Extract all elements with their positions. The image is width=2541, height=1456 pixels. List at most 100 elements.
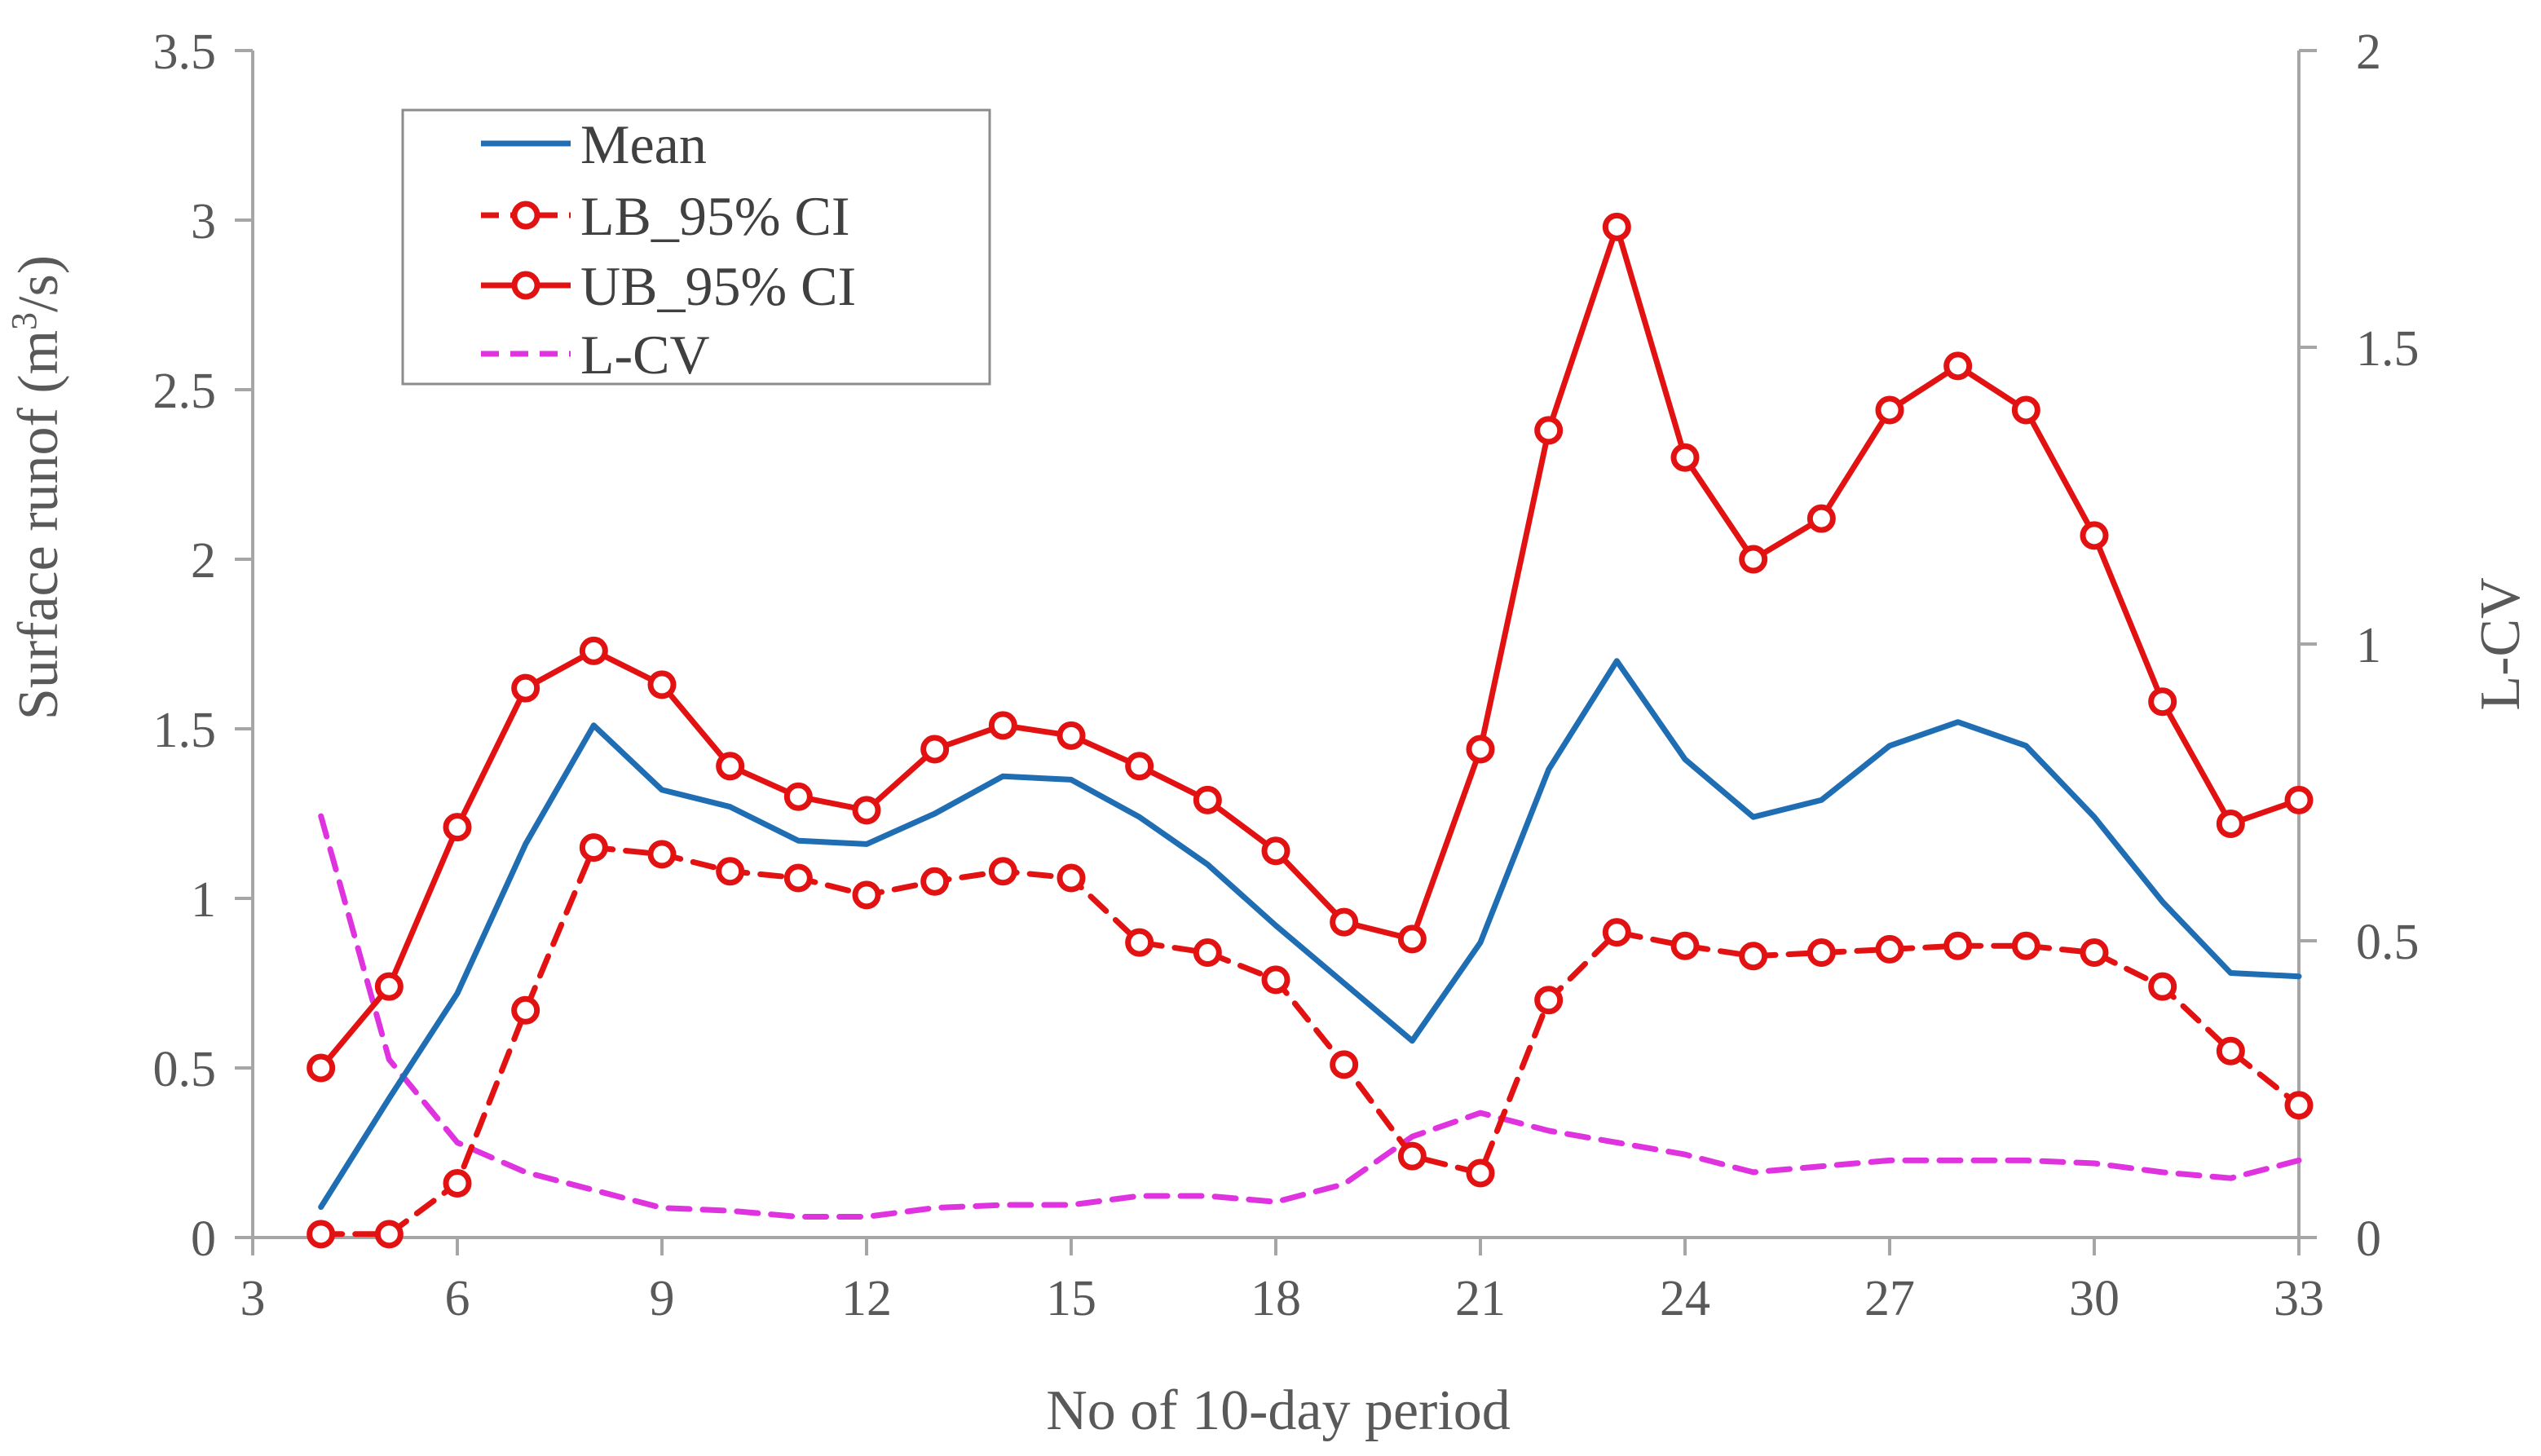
- data-point: [2216, 809, 2245, 838]
- x-tick-label: 27: [1864, 1271, 1915, 1326]
- x-tick-label: 30: [2069, 1271, 2120, 1326]
- data-point: [920, 867, 950, 896]
- data-point: [2011, 395, 2040, 425]
- data-point: [2080, 521, 2109, 550]
- y-left-tick-label: 2: [191, 533, 216, 589]
- data-point: [307, 1220, 336, 1249]
- x-tick-label: 3: [240, 1271, 266, 1326]
- data-point: [2080, 938, 2109, 968]
- data-point: [1193, 785, 1222, 814]
- y-left-tick-label: 0: [191, 1211, 216, 1267]
- legend-label: LB_95% CI: [580, 185, 850, 247]
- data-point: [716, 752, 745, 781]
- x-tick-label: 33: [2274, 1271, 2324, 1326]
- data-point: [1943, 931, 1973, 960]
- series-l-cv: [318, 813, 2302, 1220]
- data-point: [1602, 918, 1631, 947]
- data-point: [647, 840, 677, 869]
- data-point: [1057, 863, 1086, 893]
- series-mean: [318, 658, 2302, 1211]
- legend-swatch-marker: [511, 271, 540, 300]
- x-tick-label: 12: [841, 1271, 892, 1326]
- x-tick-label: 21: [1455, 1271, 1506, 1326]
- series-ub-95-ci: [307, 212, 2314, 1083]
- x-tick-label: 6: [445, 1271, 470, 1326]
- data-point: [1193, 938, 1222, 968]
- series-lb-95-ci: [307, 833, 2314, 1249]
- x-tick-label: 24: [1660, 1271, 1710, 1326]
- data-point: [1943, 351, 1973, 381]
- y-right-tick-label: 0: [2356, 1211, 2381, 1267]
- legend-label: Mean: [580, 113, 707, 175]
- data-point: [1466, 735, 1495, 764]
- data-point: [920, 735, 950, 764]
- data-point: [1534, 416, 1564, 445]
- axes: 3 6 9 12 15 18 21 24 27 30 3300.511.522.533.500.51…: [153, 24, 2420, 1326]
- x-tick-label: 18: [1251, 1271, 1301, 1326]
- data-point: [374, 1220, 404, 1249]
- data-point: [1739, 545, 1768, 574]
- data-point: [988, 711, 1017, 740]
- data-point: [1739, 942, 1768, 971]
- data-point: [1534, 986, 1564, 1015]
- data-point: [443, 813, 472, 842]
- data-point: [1875, 395, 1904, 425]
- x-axis-title: No of 10-day period: [1046, 1379, 1511, 1442]
- y-right-tick-label: 2: [2356, 24, 2381, 80]
- data-point: [1330, 907, 1359, 937]
- data-point: [852, 880, 881, 910]
- data-point: [2011, 931, 2040, 960]
- data-point: [579, 833, 608, 863]
- data-point: [1602, 212, 1631, 241]
- y-right-tick-label: 1: [2356, 618, 2381, 673]
- legend-box: [401, 108, 991, 386]
- data-point: [783, 782, 813, 811]
- series-line: [318, 658, 2302, 1211]
- y-axis-left-title-superscript: 3: [4, 312, 44, 330]
- y-axis-left-title-prefix: Surface runof (m: [7, 330, 70, 720]
- data-point: [374, 972, 404, 1001]
- data-point: [1466, 1158, 1495, 1188]
- y-axis-left-title: Surface runof (m3/s): [4, 255, 70, 720]
- data-point: [1125, 752, 1154, 781]
- data-point: [443, 1168, 472, 1198]
- data-point: [579, 636, 608, 665]
- data-point: [2284, 1091, 2314, 1120]
- data-point: [2148, 972, 2177, 1001]
- data-point: [1330, 1050, 1359, 1079]
- y-left-tick-label: 3: [191, 194, 216, 249]
- data-point: [511, 673, 540, 703]
- data-point: [2148, 687, 2177, 717]
- data-point: [1875, 934, 1904, 964]
- data-point: [1397, 924, 1427, 954]
- x-tick-label: 15: [1046, 1271, 1096, 1326]
- y-axis-left-title-suffix: /s): [7, 255, 70, 312]
- data-point: [1670, 931, 1700, 960]
- data-point: [1261, 836, 1290, 866]
- data-point: [647, 670, 677, 699]
- data-point: [1806, 938, 1836, 968]
- y-right-tick-label: 0.5: [2356, 915, 2420, 970]
- data-point: [1125, 928, 1154, 957]
- data-point: [852, 796, 881, 825]
- x-tick-label: 9: [650, 1271, 675, 1326]
- y-right-tick-label: 1.5: [2356, 321, 2420, 377]
- legend-swatch-marker: [511, 201, 540, 230]
- data-point: [716, 857, 745, 886]
- legend: Mean LB_95% CI UB_95% CI L-CV: [401, 108, 991, 386]
- y-left-tick-label: 1.5: [153, 703, 217, 758]
- series-layer: [307, 212, 2314, 1249]
- data-point: [783, 863, 813, 893]
- data-point: [2284, 785, 2314, 814]
- legend-label: L-CV: [580, 324, 710, 386]
- series-line: [318, 813, 2302, 1220]
- data-point: [988, 857, 1017, 886]
- data-point: [2216, 1036, 2245, 1066]
- y-left-tick-label: 0.5: [153, 1042, 217, 1097]
- y-left-tick-label: 1: [191, 872, 216, 928]
- y-left-tick-label: 2.5: [153, 364, 217, 419]
- data-point: [1057, 721, 1086, 750]
- data-point: [1670, 443, 1700, 472]
- data-point: [511, 995, 540, 1025]
